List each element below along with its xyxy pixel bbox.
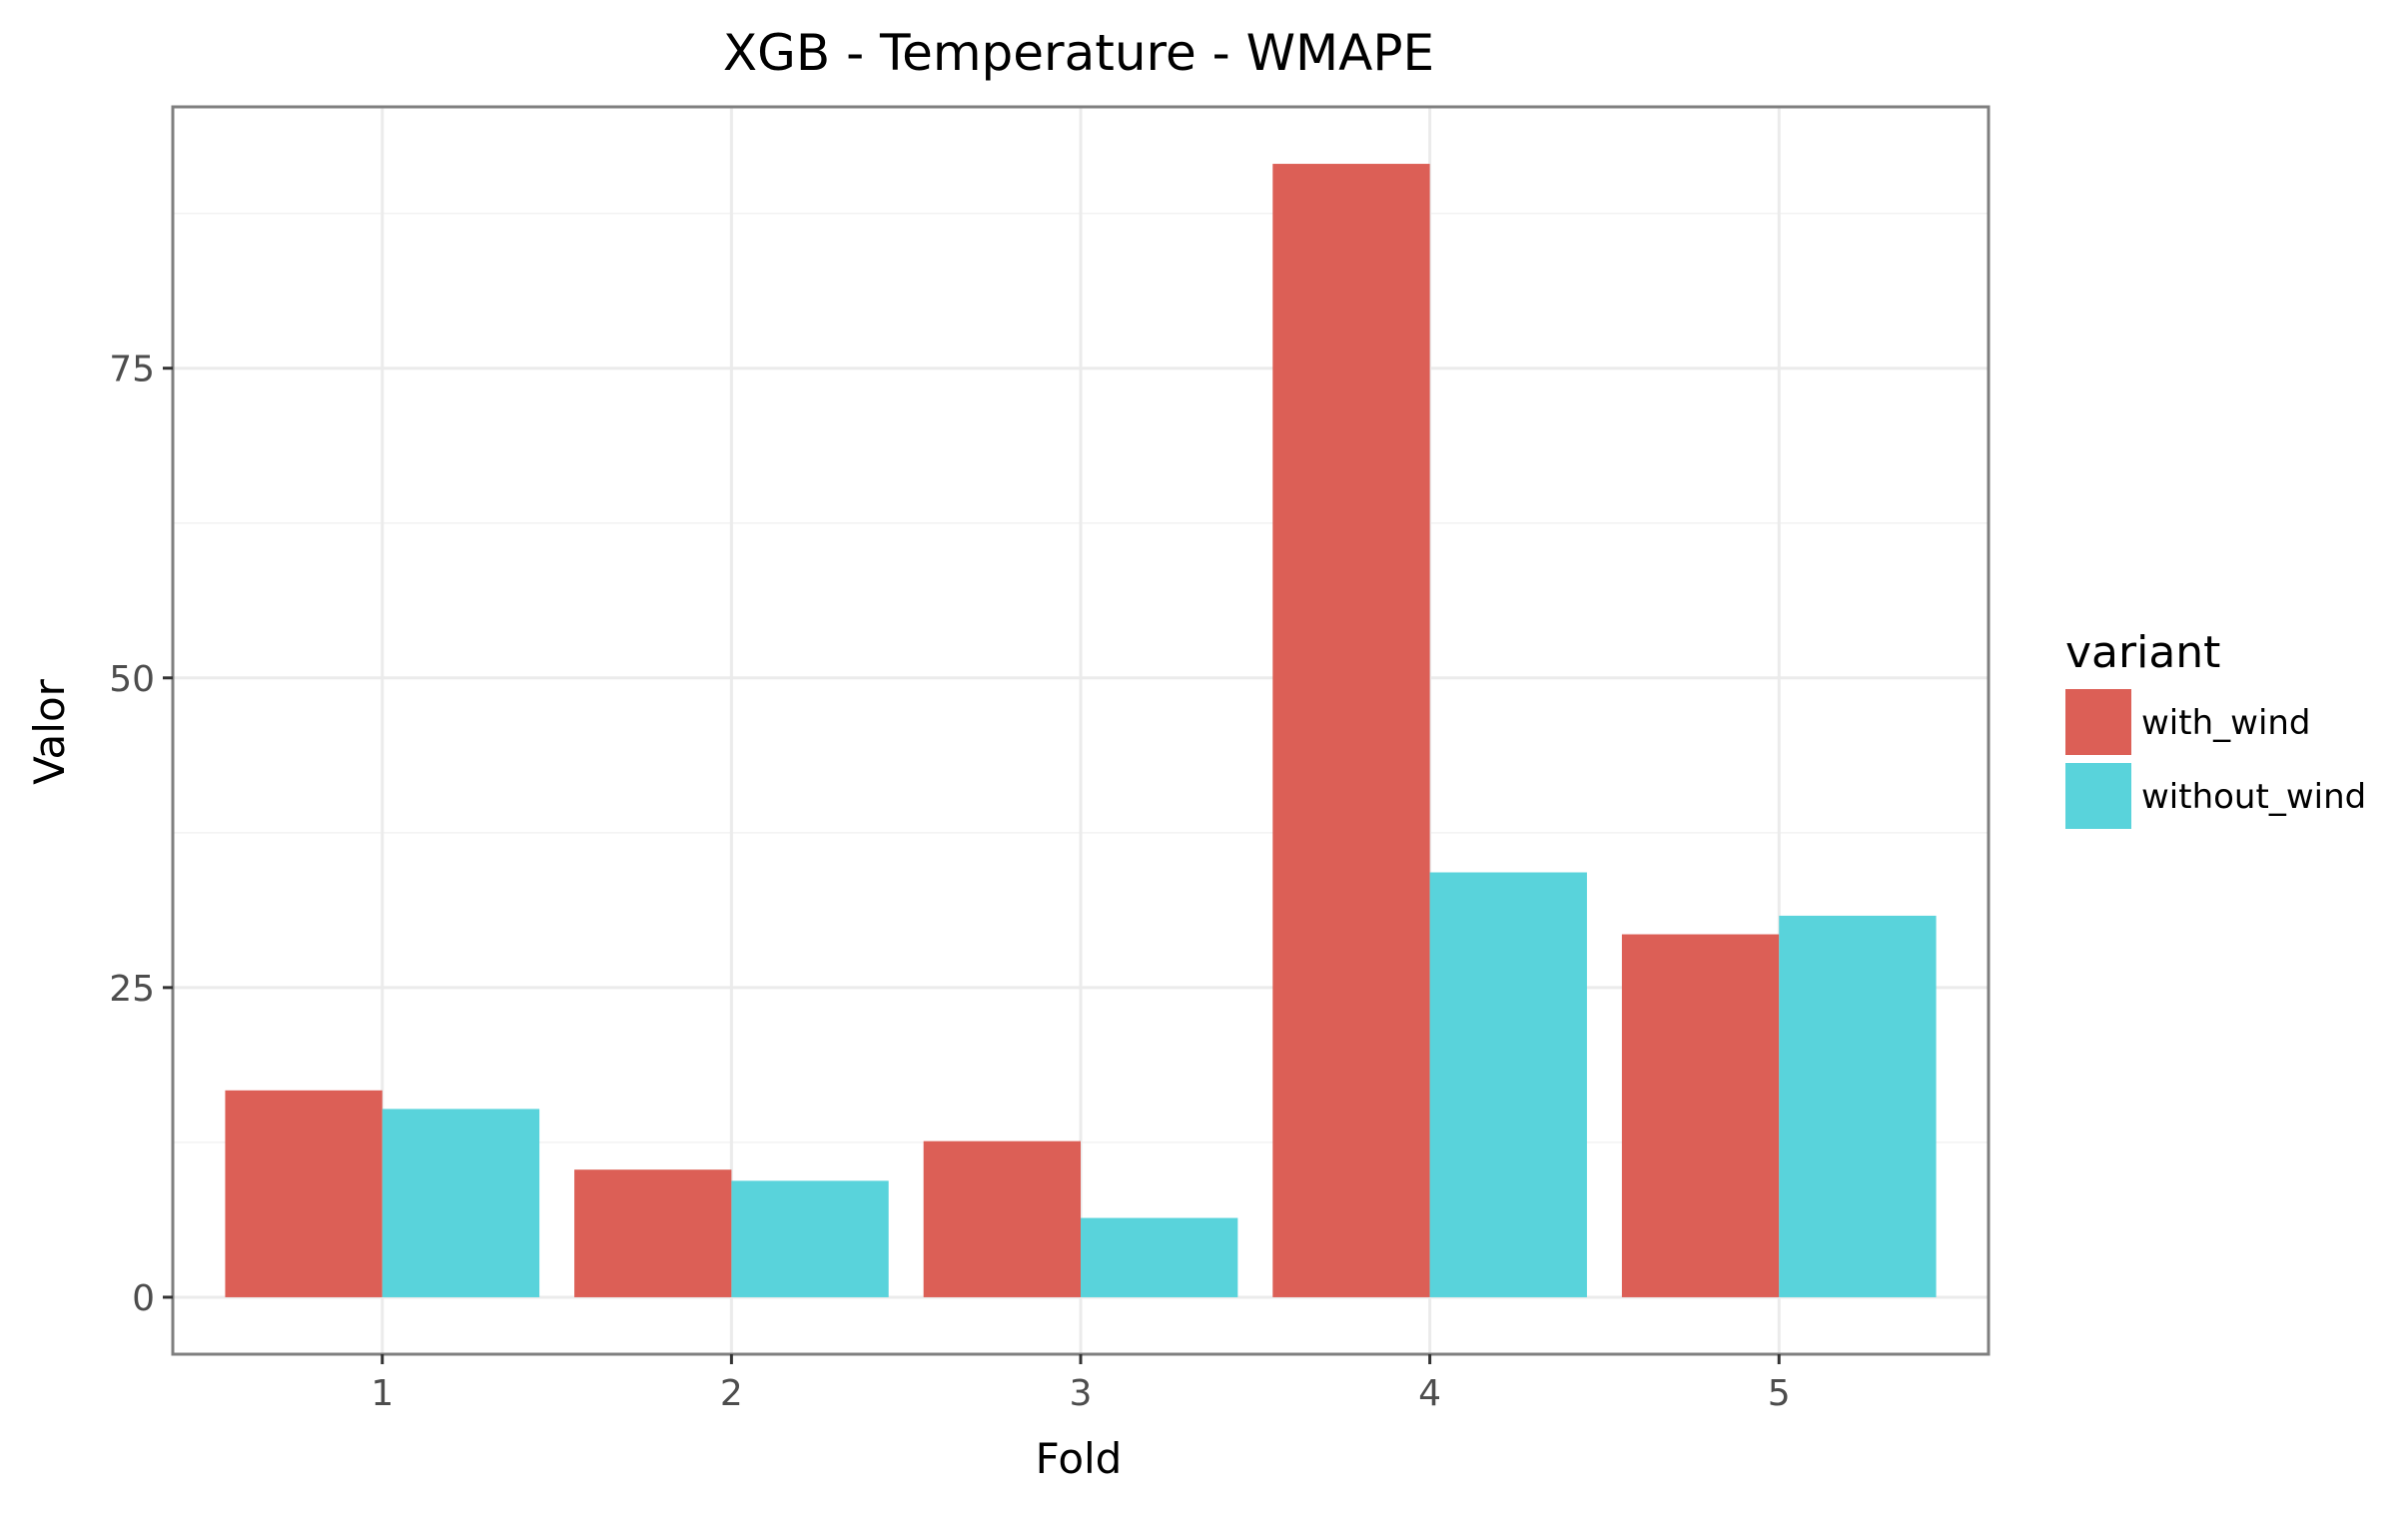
legend-key-with_wind xyxy=(2065,689,2131,755)
legend-key-without_wind xyxy=(2065,763,2131,829)
bar-without_wind-1 xyxy=(382,1109,540,1297)
x-tick-label: 4 xyxy=(1418,1373,1441,1414)
bar-with_wind-1 xyxy=(225,1090,383,1297)
x-tick-label: 5 xyxy=(1768,1373,1791,1414)
bar-without_wind-4 xyxy=(1429,872,1587,1297)
bar-with_wind-4 xyxy=(1272,164,1430,1297)
bar-without_wind-3 xyxy=(1081,1217,1238,1297)
legend: variant with_wind without_wind xyxy=(2065,627,2366,829)
bar-with_wind-5 xyxy=(1621,934,1780,1297)
bar-with_wind-3 xyxy=(923,1140,1081,1297)
legend-label-with_wind: with_wind xyxy=(2141,703,2311,743)
x-tick-label: 2 xyxy=(720,1373,743,1414)
y-axis-label: Valor xyxy=(25,678,74,785)
y-tick-label: 0 xyxy=(132,1278,155,1319)
x-tick-label: 1 xyxy=(371,1373,394,1414)
y-tick-label: 75 xyxy=(109,350,155,390)
y-tick-label: 25 xyxy=(109,969,155,1010)
bar-without_wind-2 xyxy=(731,1180,889,1297)
y-tick-label: 50 xyxy=(109,659,155,700)
bar-with_wind-2 xyxy=(574,1169,732,1297)
legend-title: variant xyxy=(2065,627,2220,678)
x-axis-label: Fold xyxy=(1036,1434,1123,1483)
chart-title: XGB - Temperature - WMAPE xyxy=(723,24,1434,82)
legend-label-without_wind: without_wind xyxy=(2141,777,2366,817)
bar-without_wind-5 xyxy=(1779,915,1937,1297)
x-tick-label: 3 xyxy=(1070,1373,1093,1414)
